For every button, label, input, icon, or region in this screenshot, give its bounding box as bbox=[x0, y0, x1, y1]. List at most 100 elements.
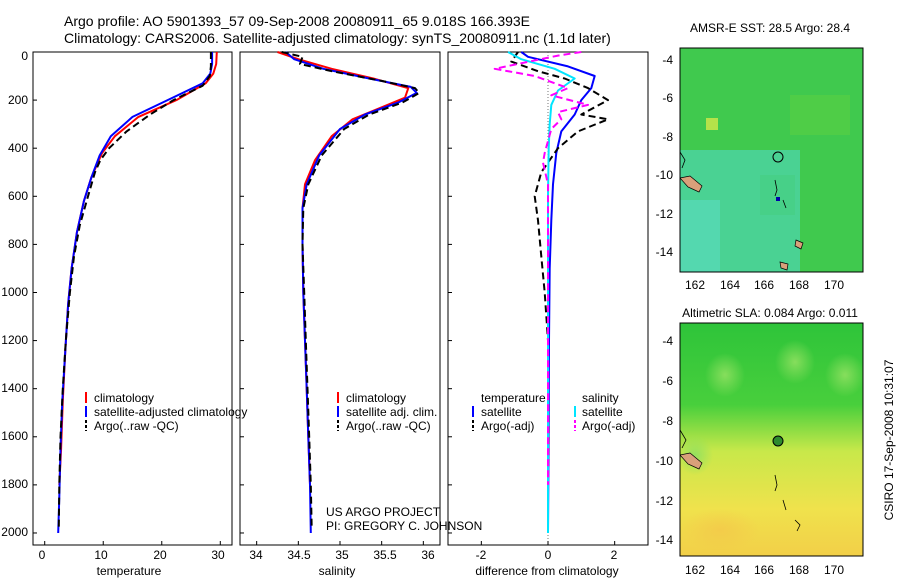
land-shape bbox=[680, 175, 703, 193]
sst-y-ticks: -4 -6 -8 -10 -12 -14 bbox=[656, 53, 674, 259]
lat-tick-label: -12 bbox=[656, 494, 674, 508]
series-line-satellite-adjusted-climatology bbox=[57, 52, 214, 534]
depth-tick-label: 1000 bbox=[1, 285, 28, 299]
sst-map-title: AMSR-E SST: 28.5 Argo: 28.4 bbox=[690, 21, 850, 35]
depth-tick-label: 600 bbox=[8, 189, 28, 203]
lat-tick-label: -10 bbox=[656, 454, 674, 468]
temperature-tick-label: 0 bbox=[39, 548, 46, 562]
temperature-series bbox=[33, 51, 221, 545]
depth-tick-label: 0 bbox=[21, 49, 28, 63]
lat-tick-label: -12 bbox=[656, 207, 674, 221]
timestamp-stamp: CSIRO 17-Sep-2008 10:31:07 bbox=[882, 359, 896, 520]
salinity-tick-label: 34 bbox=[249, 548, 263, 562]
legend-label: Argo(-adj) bbox=[582, 419, 635, 433]
legend-label: satellite-adjusted climatology bbox=[94, 405, 247, 419]
sla-bump bbox=[680, 435, 713, 475]
lat-tick-label: -8 bbox=[662, 130, 673, 144]
depth-tick-label: 1600 bbox=[1, 429, 28, 443]
lat-tick-label: -10 bbox=[656, 168, 674, 182]
sst-warm-patch bbox=[706, 118, 718, 130]
temperature-tick-label: 30 bbox=[211, 548, 225, 562]
sst-x-ticks: 162 164 166 168 170 bbox=[685, 278, 844, 292]
sst-float-dot bbox=[776, 197, 780, 201]
lon-tick-label: 170 bbox=[824, 563, 844, 577]
lon-tick-label: 164 bbox=[720, 563, 740, 577]
depth-tick-label: 1200 bbox=[1, 333, 28, 347]
lat-tick-label: -8 bbox=[662, 414, 673, 428]
lon-tick-label: 170 bbox=[824, 278, 844, 292]
lon-tick-label: 166 bbox=[754, 278, 774, 292]
temperature-tick-label: 20 bbox=[153, 548, 167, 562]
sla-map bbox=[680, 323, 863, 556]
sla-bump bbox=[825, 353, 863, 397]
salinity-series bbox=[240, 51, 424, 545]
land-shape bbox=[779, 261, 789, 271]
lat-tick-label: -4 bbox=[662, 334, 673, 348]
salinity-tick-label: 36 bbox=[421, 548, 435, 562]
salinity-legend: climatology satellite adj. clim. Argo(..… bbox=[337, 391, 437, 433]
sla-x-ticks: 162 164 166 168 170 bbox=[685, 563, 844, 577]
sla-argo-marker bbox=[772, 435, 784, 447]
temperature-x-ticks: 0 10 20 30 bbox=[39, 548, 225, 562]
land-shape bbox=[680, 452, 703, 470]
lat-tick-label: -14 bbox=[656, 245, 674, 259]
legend-label: Argo(-adj) bbox=[481, 419, 534, 433]
legend-label: climatology bbox=[346, 391, 406, 405]
difference-series bbox=[448, 51, 616, 545]
difference-tick-label: -2 bbox=[476, 548, 487, 562]
difference-tick-label: 0 bbox=[545, 548, 552, 562]
difference-axis-label: difference from climatology bbox=[475, 564, 618, 578]
sst-argo-marker bbox=[772, 151, 784, 163]
sla-bump bbox=[705, 353, 745, 397]
depth-tick-labels: 0 200 400 600 800 1000 1200 1400 1600 18… bbox=[1, 49, 28, 539]
legend-heading-temperature: temperature bbox=[481, 391, 546, 405]
series-line-salinity-satellite bbox=[507, 51, 576, 533]
sla-map-frame bbox=[679, 322, 864, 557]
lon-tick-label: 164 bbox=[720, 278, 740, 292]
depth-tick-label: 1800 bbox=[1, 477, 28, 491]
salinity-axis-label: salinity bbox=[319, 564, 356, 578]
legend-label: satellite adj. clim. bbox=[346, 405, 437, 419]
salinity-x-ticks: 34 34.5 35 35.5 36 bbox=[249, 548, 435, 562]
depth-tick-label: 200 bbox=[8, 93, 28, 107]
sst-map bbox=[680, 48, 863, 272]
series-line-temperature-argo-adj bbox=[510, 51, 609, 529]
lat-tick-label: -14 bbox=[656, 533, 674, 547]
series-line-argo-raw-qc bbox=[281, 51, 421, 529]
temperature-axis-label: temperature bbox=[97, 564, 162, 578]
legend-heading-salinity: salinity bbox=[582, 391, 619, 405]
sst-cool-patch bbox=[760, 175, 795, 215]
difference-x-ticks: -2 0 2 bbox=[476, 548, 618, 562]
sla-map-title: Altimetric SLA: 0.084 Argo: 0.011 bbox=[682, 306, 858, 320]
sla-bump bbox=[775, 340, 815, 384]
coastline bbox=[680, 151, 787, 209]
legend-label: Argo(..raw -QC) bbox=[346, 419, 431, 433]
temperature-panel-frame bbox=[32, 51, 233, 546]
lon-tick-label: 168 bbox=[789, 278, 809, 292]
series-line-salinity-argo-adj bbox=[493, 51, 589, 485]
series-line-argo-raw-qc bbox=[57, 52, 212, 529]
legend-label: satellite bbox=[582, 405, 623, 419]
header-line-2: Climatology: CARS2006. Satellite-adjuste… bbox=[64, 30, 611, 46]
difference-tick-label: 2 bbox=[611, 548, 618, 562]
lat-tick-label: -4 bbox=[662, 53, 673, 67]
legend-label: climatology bbox=[94, 391, 154, 405]
legend-label: satellite bbox=[481, 405, 522, 419]
project-credit: US ARGO PROJECT bbox=[326, 505, 441, 519]
difference-legend: temperature satellite Argo(-adj) salinit… bbox=[472, 391, 635, 433]
lon-tick-label: 168 bbox=[789, 563, 809, 577]
lon-tick-label: 166 bbox=[754, 563, 774, 577]
lon-tick-label: 162 bbox=[685, 278, 705, 292]
header-line-1: Argo profile: AO 5901393_57 09-Sep-2008 … bbox=[64, 13, 530, 29]
depth-tick-label: 400 bbox=[8, 141, 28, 155]
pi-credit: PI: GREGORY C. JOHNSON bbox=[326, 519, 482, 533]
salinity-panel-frame bbox=[239, 51, 441, 546]
sla-warm-spot bbox=[680, 508, 760, 552]
lon-tick-label: 162 bbox=[685, 563, 705, 577]
lat-tick-label: -6 bbox=[662, 374, 673, 388]
sst-cool-patch bbox=[680, 200, 720, 272]
salinity-tick-label: 34.5 bbox=[287, 548, 311, 562]
salinity-tick-label: 35 bbox=[335, 548, 349, 562]
series-line-satellite-adj-clim bbox=[285, 51, 418, 534]
